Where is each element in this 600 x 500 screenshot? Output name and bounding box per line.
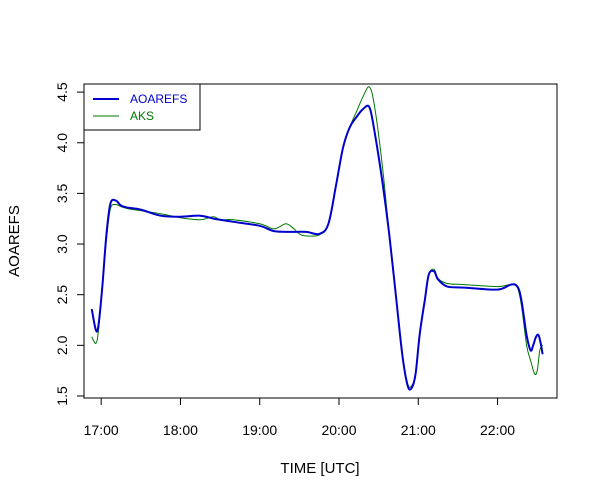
y-tick-label: 2.0	[54, 335, 70, 355]
y-tick-label: 3.0	[54, 234, 70, 254]
legend-label-aoarefs: AOAREFS	[130, 92, 187, 106]
x-tick-label: 17:00	[84, 422, 119, 438]
x-axis: 17:00 18:00 19:00 20:00 21:00 22:00	[84, 397, 515, 438]
y-tick-label: 2.5	[54, 285, 70, 305]
x-axis-label: TIME [UTC]	[280, 460, 359, 477]
y-tick-label: 4.5	[54, 82, 70, 102]
y-tick-label: 1.5	[54, 386, 70, 406]
y-axis: 1.5 2.0 2.5 3.0 3.5 4.0 4.5	[54, 82, 85, 406]
plot-box	[83, 83, 558, 399]
y-tick-label: 3.5	[54, 183, 70, 203]
series-line-aks	[91, 86, 543, 388]
legend: AOAREFS AKS	[83, 83, 201, 131]
legend-box	[83, 83, 201, 131]
series-layer	[90, 86, 544, 391]
x-tick-label: 19:00	[242, 422, 277, 438]
y-tick-label: 4.0	[54, 133, 70, 153]
x-tick-label: 22:00	[480, 422, 515, 438]
series-line-aoarefs	[90, 104, 544, 391]
x-tick-label: 20:00	[321, 422, 356, 438]
legend-label-aks: AKS	[130, 109, 154, 123]
y-axis-label: AOAREFS	[6, 205, 23, 277]
x-tick-label: 21:00	[401, 422, 436, 438]
x-tick-label: 18:00	[163, 422, 198, 438]
